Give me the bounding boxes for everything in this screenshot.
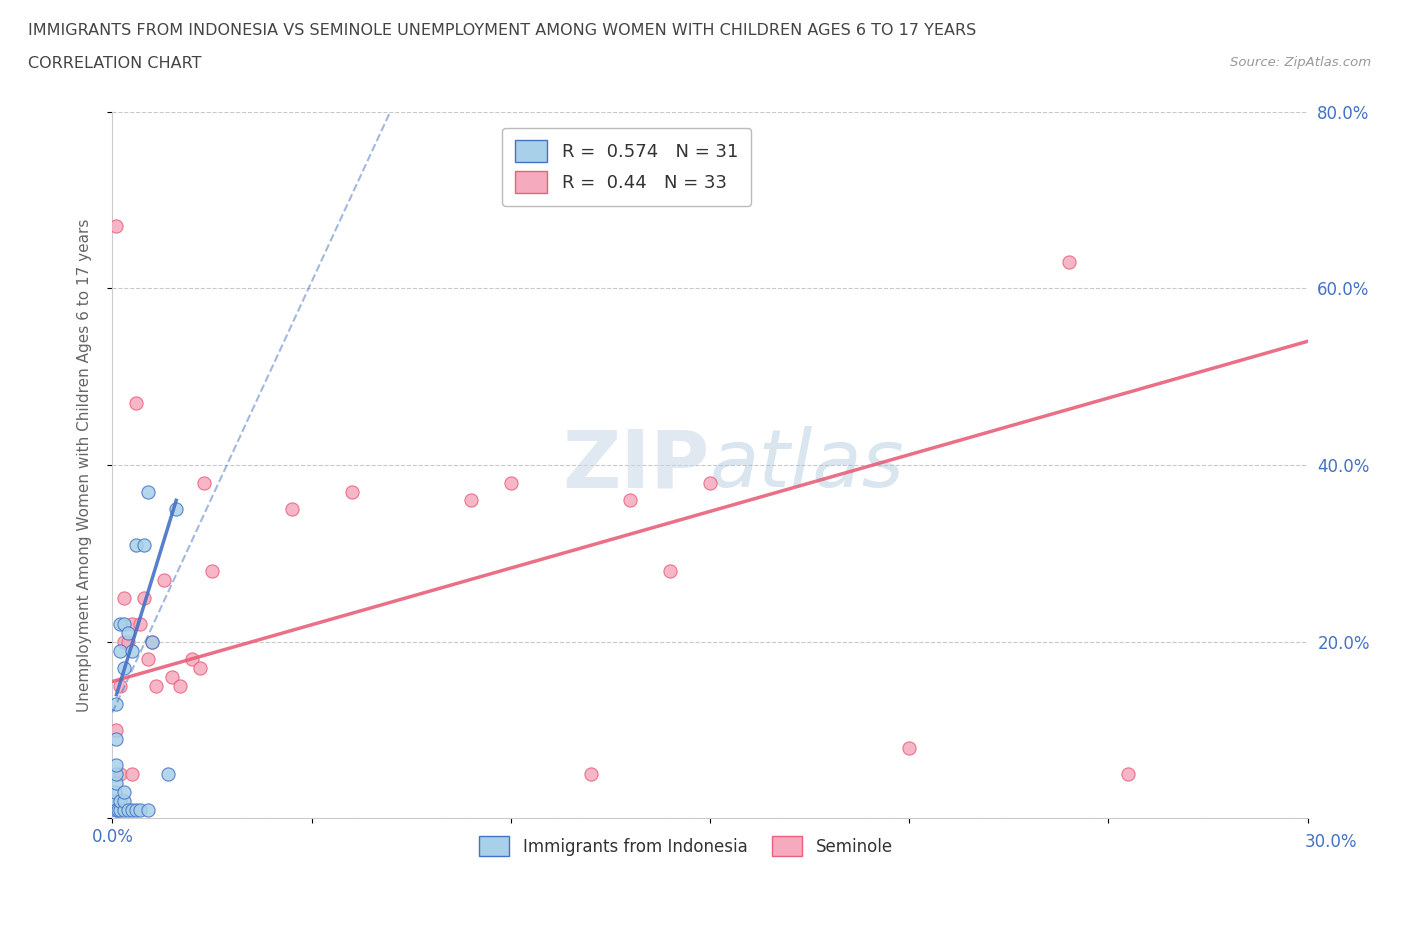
Point bbox=[1118, 766, 1140, 781]
Point bbox=[162, 670, 183, 684]
Point bbox=[201, 564, 224, 578]
Point bbox=[105, 723, 128, 737]
Point bbox=[114, 785, 135, 800]
Point bbox=[110, 679, 132, 694]
Point bbox=[114, 591, 135, 605]
Point bbox=[141, 634, 163, 649]
Point bbox=[499, 475, 522, 490]
Point bbox=[105, 731, 128, 746]
Text: IMMIGRANTS FROM INDONESIA VS SEMINOLE UNEMPLOYMENT AMONG WOMEN WITH CHILDREN AGE: IMMIGRANTS FROM INDONESIA VS SEMINOLE UN… bbox=[28, 23, 976, 38]
Point bbox=[134, 538, 156, 552]
Point bbox=[117, 634, 139, 649]
Point bbox=[110, 644, 132, 658]
Point bbox=[129, 802, 152, 817]
Point bbox=[125, 396, 148, 411]
Point bbox=[659, 564, 682, 578]
Point bbox=[165, 502, 187, 517]
Point bbox=[107, 802, 129, 817]
Point bbox=[105, 758, 128, 773]
Point bbox=[125, 538, 148, 552]
Text: atlas: atlas bbox=[710, 426, 905, 504]
Point bbox=[117, 802, 139, 817]
Point bbox=[460, 493, 482, 508]
Point bbox=[114, 617, 135, 631]
Point bbox=[169, 679, 191, 694]
Text: CORRELATION CHART: CORRELATION CHART bbox=[28, 56, 201, 71]
Point bbox=[110, 802, 132, 817]
Point bbox=[104, 785, 127, 800]
Point bbox=[138, 802, 160, 817]
Point bbox=[188, 660, 211, 675]
Point bbox=[114, 660, 135, 675]
Point bbox=[105, 696, 128, 711]
Point bbox=[153, 573, 176, 588]
Point bbox=[138, 484, 160, 498]
Point bbox=[281, 502, 304, 517]
Point bbox=[340, 484, 363, 498]
Point bbox=[105, 766, 128, 781]
Text: ZIP: ZIP bbox=[562, 426, 710, 504]
Point bbox=[121, 766, 143, 781]
Point bbox=[181, 652, 204, 667]
Point bbox=[145, 679, 167, 694]
Point bbox=[193, 475, 215, 490]
Y-axis label: Unemployment Among Women with Children Ages 6 to 17 years: Unemployment Among Women with Children A… bbox=[77, 219, 91, 711]
Point bbox=[1057, 254, 1080, 270]
Point bbox=[121, 802, 143, 817]
Text: 30.0%: 30.0% bbox=[1305, 832, 1357, 851]
Point bbox=[579, 766, 602, 781]
Point bbox=[110, 617, 132, 631]
Point bbox=[114, 793, 135, 808]
Point bbox=[105, 219, 128, 233]
Point bbox=[141, 634, 163, 649]
Legend: Immigrants from Indonesia, Seminole: Immigrants from Indonesia, Seminole bbox=[472, 830, 900, 863]
Point bbox=[134, 591, 156, 605]
Point bbox=[138, 652, 160, 667]
Point bbox=[114, 802, 135, 817]
Point bbox=[103, 793, 125, 808]
Point bbox=[105, 776, 128, 790]
Point bbox=[157, 766, 180, 781]
Point bbox=[114, 634, 135, 649]
Point bbox=[898, 740, 921, 755]
Text: Source: ZipAtlas.com: Source: ZipAtlas.com bbox=[1230, 56, 1371, 69]
Point bbox=[121, 617, 143, 631]
Point bbox=[699, 475, 721, 490]
Point bbox=[121, 644, 143, 658]
Point bbox=[125, 802, 148, 817]
Point bbox=[110, 793, 132, 808]
Point bbox=[110, 766, 132, 781]
Point bbox=[129, 617, 152, 631]
Point bbox=[105, 802, 128, 817]
Point bbox=[619, 493, 641, 508]
Point bbox=[117, 625, 139, 640]
